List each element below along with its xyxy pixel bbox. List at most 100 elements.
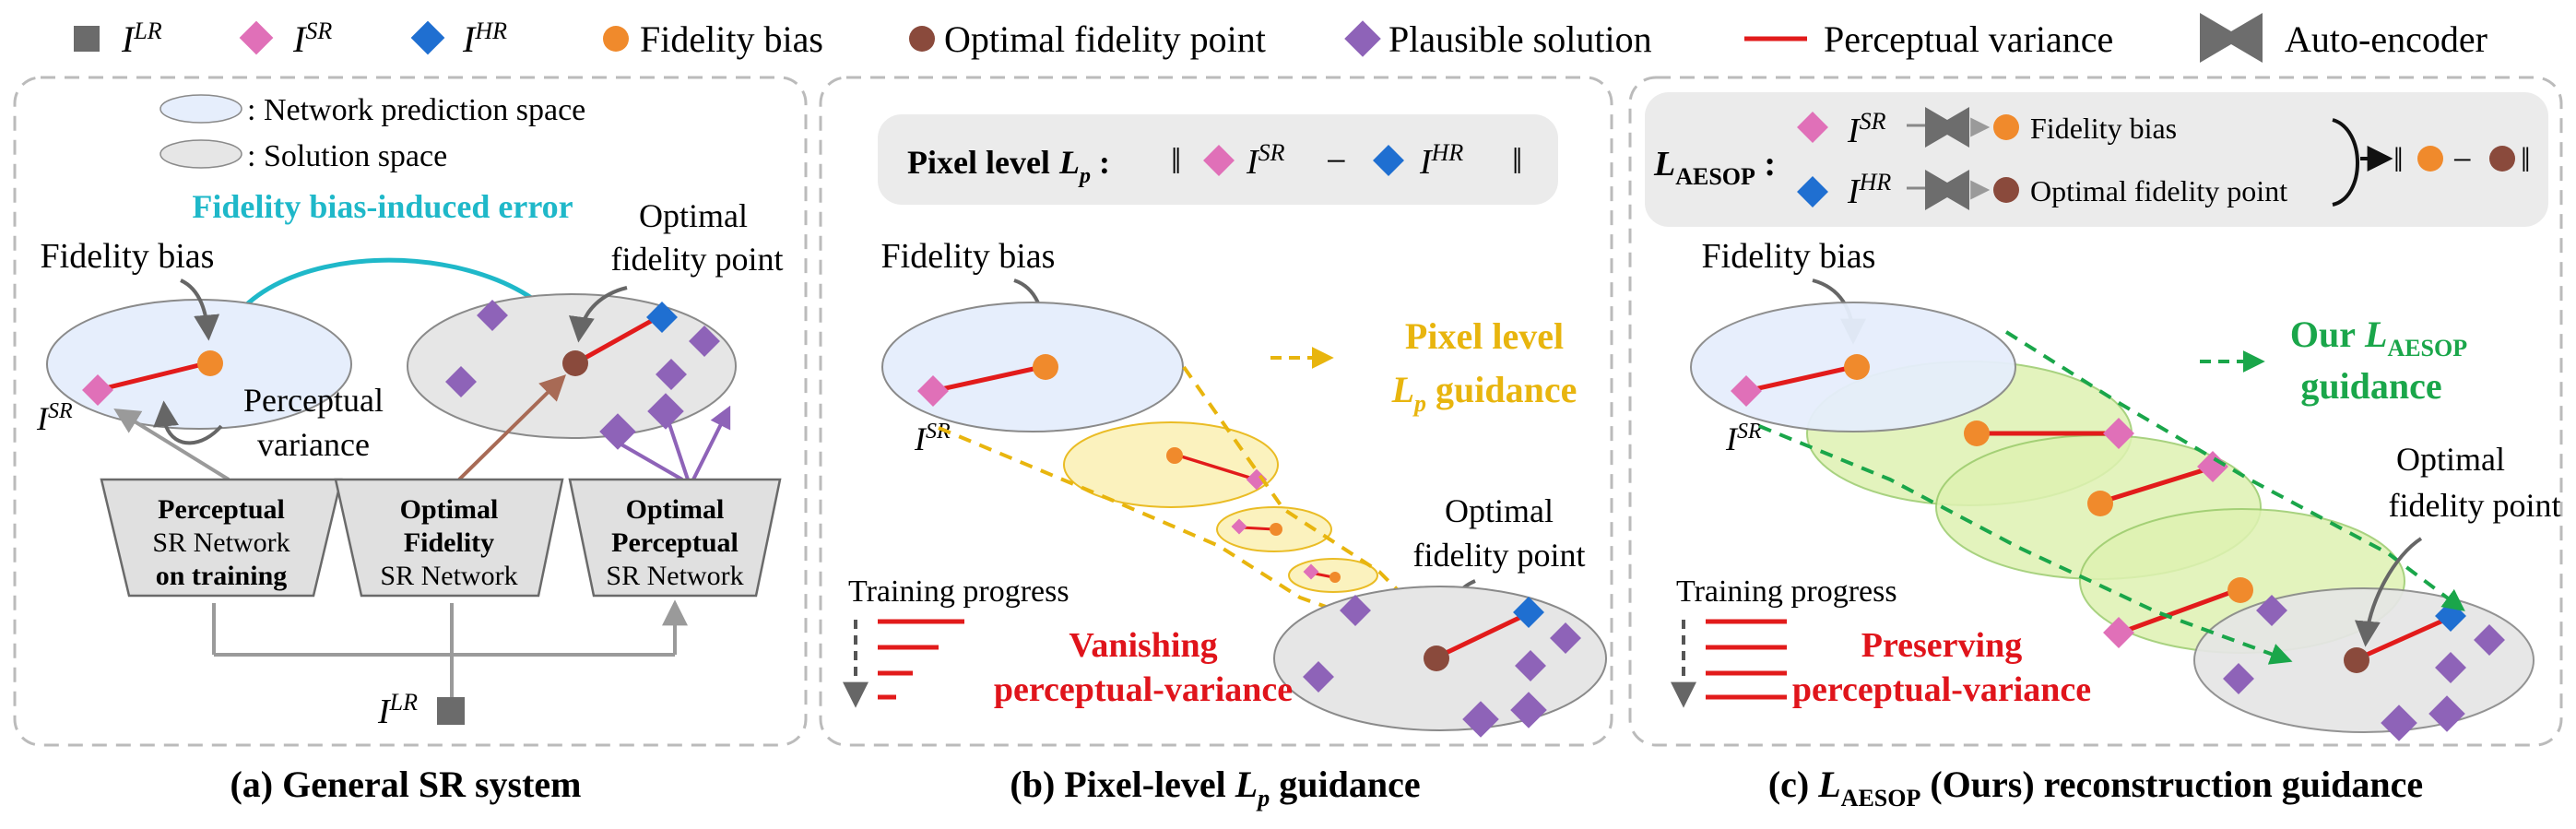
perceptual-variance-line-c [1745, 364, 1854, 394]
ae-autoencoder-icon-2 [1925, 170, 1969, 210]
training-ellipse-1 [1063, 421, 1279, 508]
optimal-point-label-2: fidelity point [611, 241, 784, 278]
sr-diamond-3 [1303, 563, 1319, 580]
variance-line-c3 [2120, 587, 2238, 635]
preserving-label-2: perceptual-variance [1792, 670, 2091, 709]
vanishing-label-2: perceptual-variance [994, 670, 1293, 709]
ae-autoencoder-icon [1925, 107, 1969, 148]
net3-line1: Optimal [626, 494, 725, 525]
panel-a-frame [13, 76, 808, 747]
net1-to-isr-arrow [113, 409, 230, 481]
optimal-point-label-c: Optimal [2396, 441, 2505, 478]
fidelity-bias-error-label: Fidelity bias-induced error [192, 188, 573, 225]
net1-line2: SR Network [152, 527, 290, 558]
ae-optimal-fidelity-label: Optimal fidelity point [2030, 174, 2287, 207]
ae-hr-diamond [1797, 176, 1828, 207]
ae-norm-close: ‖ [2521, 141, 2531, 180]
isr-label-b: ISR [914, 420, 951, 457]
ae-norm-minus: − [2452, 141, 2472, 180]
pixel-guidance-label-2: Lp guidance [1391, 369, 1578, 417]
sr-diamond-c [1731, 375, 1762, 407]
variance-line-2 [1240, 526, 1275, 531]
variance-line-c2 [2101, 466, 2210, 504]
plausible-diamond-icon [1344, 20, 1381, 57]
bias-dot-3 [1329, 572, 1341, 583]
optimal-fidelity-link-b [1436, 613, 1525, 659]
ae-norm-open: ‖ [2393, 141, 2404, 180]
ae-sr-diamond [1797, 112, 1828, 143]
legend-optimal-fidelity-point: Optimal fidelity point [944, 18, 1266, 60]
plausible-diamond [656, 359, 687, 390]
panel-b: Pixel level Lp : ‖ ISR − IHR ‖ Fidelity b… [819, 76, 1613, 811]
optimal-point-label-b: Optimal [1445, 492, 1554, 529]
formula-minus: − [1326, 140, 1347, 182]
fidelity-bias-dot-c [1844, 354, 1870, 380]
optimal-fidelity-sr-network [334, 478, 564, 598]
optimal-point-label: Optimal [639, 197, 748, 234]
plausible-diamond [599, 413, 636, 450]
net2-to-optimal-arrow [457, 374, 566, 481]
legend-lr: ILR [121, 18, 162, 60]
plausible-diamond-b [1510, 692, 1547, 728]
sr-diamond-icon [239, 20, 274, 55]
aesop-guidance-label: Our LAESOP [2290, 314, 2467, 361]
plausible-diamond-b [1462, 701, 1499, 738]
perceptual-variance-label-2: variance [257, 426, 370, 463]
optimal-point-pointer-c [2355, 537, 2423, 647]
vanishing-label: Vanishing [1069, 626, 1217, 665]
ilr-label: ILR [377, 689, 418, 731]
isr-label: ISR [36, 399, 73, 437]
lr-square [437, 697, 465, 725]
optimal-fidelity-link-c [2357, 617, 2447, 661]
legend: ILR ISR IHR Fidelity bias Optimal fideli… [74, 13, 2487, 63]
plausible-diamond [445, 366, 477, 397]
fidelity-bias-dot-b [1033, 354, 1058, 380]
hr-diamond [646, 302, 678, 333]
pixel-formula-open: ‖ [1171, 140, 1181, 182]
plausible-diamond-b [1303, 661, 1334, 693]
autoencoder-icon [2200, 13, 2263, 63]
aesop-guidance-label-2: guidance [2300, 365, 2441, 407]
legend-perceptual-variance: Perceptual variance [1824, 18, 2113, 60]
ae-optimal-fidelity-dot [1993, 177, 2019, 203]
pixel-guidance-path-top [1182, 365, 1438, 631]
training-progress-label-b: Training progress [848, 574, 1069, 609]
net2-line1: Optimal [400, 494, 499, 525]
plausible-diamond-b [1550, 622, 1581, 654]
optimal-fidelity-dot-c [2344, 647, 2369, 673]
aesop-guidance-path-bottom [1758, 424, 2293, 665]
bias-dot-1 [1166, 447, 1183, 464]
net1-line1: Perceptual [158, 494, 285, 525]
net2-line2: Fidelity [404, 527, 494, 558]
perceptual-variance-pointer [153, 400, 223, 445]
optimal-fidelity-dot-icon [909, 26, 935, 52]
network-space-swatch [160, 94, 242, 124]
formula-sr-diamond [1203, 145, 1235, 176]
ae-fidelity-bias-dot [1993, 114, 2019, 140]
aesop-formula-label: LAESOP : [1653, 145, 1776, 190]
perceptual-variance-label: Perceptual [243, 382, 384, 419]
isr-label-c: ISR [1725, 420, 1762, 457]
network-space-label: : Network prediction space [247, 93, 585, 127]
variance-line-1 [1177, 454, 1257, 481]
formula-hr-diamond [1373, 145, 1404, 176]
ae-norm-bias-dot [2417, 146, 2443, 172]
pixel-formula-label: Pixel level Lp : [907, 144, 1110, 188]
sr-diamond-2 [1231, 518, 1247, 535]
pixel-guidance-label: Pixel level [1405, 315, 1564, 357]
plausible-diamond [689, 326, 720, 357]
caption-a: (a) General SR system [230, 764, 581, 805]
fidelity-bias-pointer [180, 278, 220, 341]
caption-b: (b) Pixel-level Lp guidance [1010, 764, 1420, 811]
legend-plausible-solution: Plausible solution [1388, 18, 1652, 60]
formula-isr: ISR [1246, 139, 1285, 182]
ae-merge-bracket [2332, 118, 2359, 207]
perceptual-sr-network [100, 478, 343, 598]
legend-fidelity-bias: Fidelity bias [640, 18, 823, 60]
legend-auto-encoder: Auto-encoder [2285, 18, 2487, 60]
panel-b-frame [819, 76, 1613, 747]
formula-ihr: IHR [1419, 139, 1463, 182]
lr-input-arrows [212, 605, 675, 618]
fidelity-bias-label-b: Fidelity bias [881, 237, 1056, 276]
optimal-point-pointer [568, 286, 628, 343]
